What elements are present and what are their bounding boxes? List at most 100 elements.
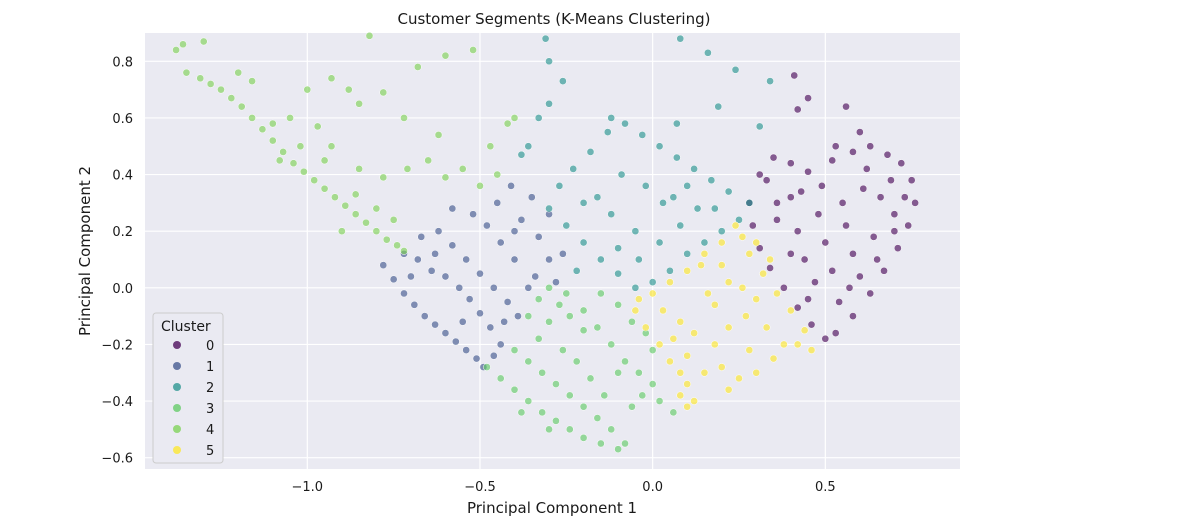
legend-label: 2 bbox=[206, 381, 214, 396]
data-point bbox=[752, 295, 761, 303]
data-point bbox=[724, 278, 733, 286]
data-point bbox=[676, 34, 685, 43]
data-point bbox=[797, 187, 805, 196]
legend-marker bbox=[173, 446, 181, 454]
data-point bbox=[634, 295, 643, 303]
data-point bbox=[704, 48, 712, 57]
data-point bbox=[631, 283, 640, 292]
data-point bbox=[738, 283, 747, 292]
x-tick-label: −0.5 bbox=[464, 480, 496, 495]
data-point bbox=[766, 77, 774, 85]
data-point bbox=[814, 210, 823, 219]
data-point bbox=[313, 122, 322, 131]
data-point bbox=[666, 357, 674, 366]
data-point bbox=[517, 150, 526, 159]
data-point bbox=[596, 255, 605, 264]
data-point bbox=[344, 85, 353, 94]
data-point bbox=[172, 46, 180, 54]
data-point bbox=[472, 354, 481, 363]
data-point bbox=[500, 317, 509, 326]
data-point bbox=[714, 102, 723, 111]
data-point bbox=[217, 85, 225, 94]
data-point bbox=[683, 182, 692, 190]
data-point bbox=[517, 216, 526, 224]
data-point bbox=[614, 445, 622, 454]
data-point bbox=[289, 159, 298, 168]
data-point bbox=[441, 329, 450, 337]
data-point bbox=[818, 182, 826, 190]
data-point bbox=[355, 99, 363, 108]
data-point bbox=[351, 190, 360, 199]
data-point bbox=[790, 71, 799, 80]
legend: Cluster 0 1 2 3 4 5 bbox=[152, 312, 224, 464]
data-point bbox=[666, 278, 674, 286]
data-point bbox=[496, 374, 505, 383]
x-tick-label: 0.0 bbox=[642, 480, 663, 495]
y-tick-label: 0.8 bbox=[112, 55, 133, 70]
data-point bbox=[831, 329, 840, 337]
data-point bbox=[648, 289, 657, 298]
data-point bbox=[555, 300, 564, 309]
data-point bbox=[607, 114, 616, 122]
data-point bbox=[638, 391, 647, 400]
data-point bbox=[268, 136, 277, 145]
data-point bbox=[659, 199, 667, 207]
legend-title: Cluster bbox=[161, 319, 211, 335]
data-point bbox=[379, 88, 388, 97]
legend-items: 0 1 2 3 4 5 bbox=[173, 339, 214, 459]
data-point bbox=[866, 142, 875, 151]
data-point bbox=[365, 31, 374, 40]
data-point bbox=[372, 204, 381, 213]
data-point bbox=[410, 300, 419, 309]
data-point bbox=[856, 272, 864, 281]
data-point bbox=[717, 238, 726, 247]
data-point bbox=[710, 300, 719, 309]
data-point bbox=[683, 351, 692, 360]
data-point bbox=[562, 221, 571, 230]
data-point bbox=[441, 51, 450, 60]
data-point bbox=[552, 380, 560, 388]
data-point bbox=[786, 306, 795, 315]
legend-box bbox=[152, 312, 224, 464]
data-point bbox=[579, 434, 588, 442]
data-point bbox=[596, 439, 605, 448]
data-point bbox=[745, 249, 754, 258]
data-point bbox=[793, 340, 802, 349]
data-point bbox=[786, 193, 795, 202]
data-point bbox=[489, 283, 498, 292]
data-point bbox=[258, 125, 267, 134]
data-point bbox=[731, 65, 740, 74]
data-point bbox=[811, 278, 819, 286]
data-point bbox=[900, 193, 909, 202]
data-point bbox=[503, 298, 512, 306]
data-point bbox=[831, 142, 840, 151]
data-point bbox=[237, 102, 246, 111]
data-point bbox=[907, 176, 916, 185]
data-point bbox=[538, 368, 546, 377]
data-point bbox=[510, 385, 519, 394]
data-point bbox=[669, 334, 678, 343]
data-point bbox=[531, 272, 540, 281]
data-point bbox=[400, 289, 408, 298]
data-point bbox=[890, 210, 899, 219]
data-point bbox=[510, 346, 519, 354]
data-point bbox=[742, 312, 750, 320]
data-point bbox=[496, 340, 505, 349]
data-point bbox=[486, 142, 495, 151]
data-point bbox=[807, 346, 816, 354]
data-point bbox=[382, 235, 391, 244]
data-point bbox=[710, 204, 719, 213]
data-point bbox=[286, 114, 294, 122]
data-point bbox=[614, 244, 622, 253]
data-point bbox=[607, 210, 616, 219]
data-point bbox=[849, 148, 857, 156]
data-point bbox=[676, 317, 685, 326]
data-point bbox=[248, 77, 256, 85]
data-point bbox=[731, 221, 740, 230]
data-point bbox=[510, 255, 519, 264]
data-point bbox=[614, 300, 622, 309]
data-point bbox=[828, 266, 837, 275]
legend-label: 5 bbox=[206, 444, 214, 459]
data-point bbox=[303, 85, 312, 94]
